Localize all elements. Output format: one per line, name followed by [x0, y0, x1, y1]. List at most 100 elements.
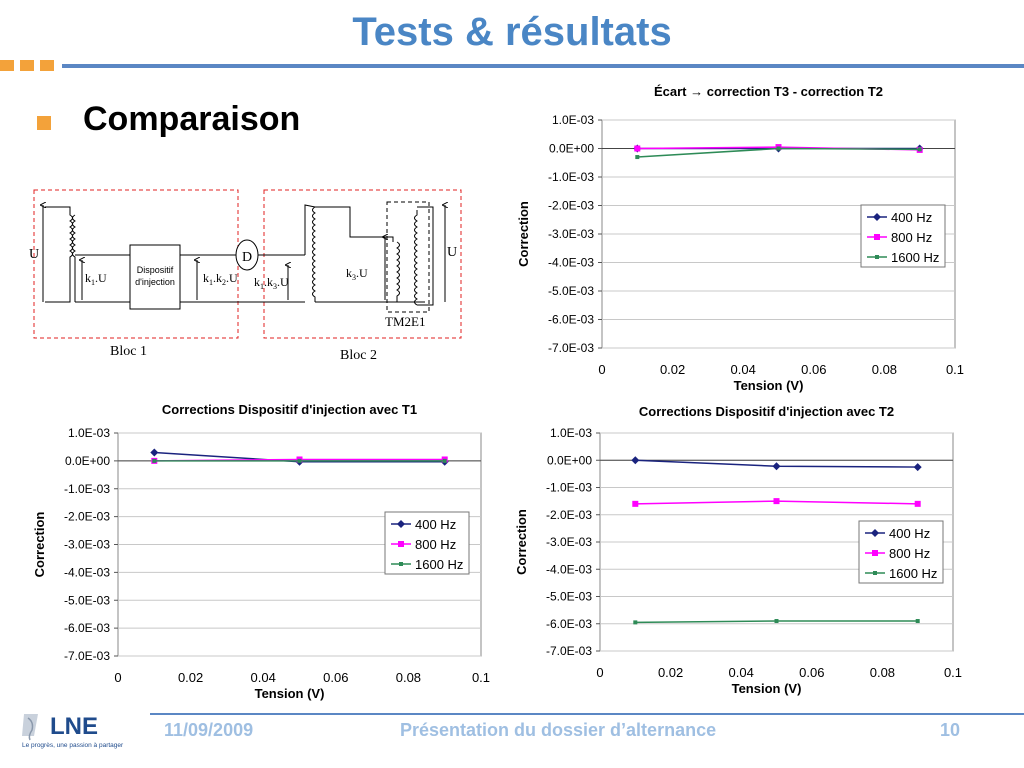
y-tick-label: -7.0E-03 — [64, 649, 110, 663]
x-tick-label: 0.1 — [946, 362, 964, 377]
legend-marker — [875, 255, 879, 259]
y-tick-label: -4.0E-03 — [64, 565, 110, 579]
y-tick-label: -2.0E-03 — [546, 508, 592, 522]
data-point — [776, 146, 781, 151]
page-number: 10 — [940, 720, 961, 740]
y-tick-label: -2.0E-03 — [64, 510, 110, 524]
data-point — [631, 456, 640, 465]
x-axis-label: Tension (V) — [732, 681, 802, 696]
footer-rule — [150, 713, 1024, 715]
y-tick-label: -6.0E-03 — [548, 313, 594, 327]
chart-t2: Corrections Dispositif d'injection avec … — [514, 404, 962, 696]
y-axis-label: Correction — [516, 201, 531, 267]
chart-t1: Corrections Dispositif d'injection avec … — [32, 402, 490, 701]
legend-marker — [397, 520, 405, 528]
logo-text: LNE — [50, 713, 98, 740]
y-tick-label: 0.0E+00 — [547, 453, 592, 467]
y-tick-label: -1.0E-03 — [546, 481, 592, 495]
chart-title: Corrections Dispositif d'injection avec … — [639, 404, 894, 419]
legend-marker — [871, 529, 879, 537]
bloc1-border — [33, 189, 239, 339]
bloc2-coil-left — [304, 204, 317, 302]
bloc2-wire-top — [315, 206, 394, 242]
x-tick-label: 0.08 — [396, 670, 421, 685]
y-tick-label: 0.0E+00 — [549, 142, 594, 156]
legend-label: 400 Hz — [889, 526, 930, 541]
k1u-label: k1.U — [85, 271, 107, 287]
y-tick-label: 1.0E-03 — [550, 426, 592, 440]
x-tick-label: 0.02 — [658, 665, 683, 680]
tm2e1-coil-a — [396, 241, 400, 302]
y-tick-label: -6.0E-03 — [546, 617, 592, 631]
x-tick-label: 0.02 — [178, 670, 203, 685]
x-tick-label: 0.06 — [801, 362, 826, 377]
y-tick-label: -1.0E-03 — [548, 170, 594, 184]
y-axis-label: Correction — [32, 512, 47, 578]
y-tick-label: 0.0E+00 — [65, 454, 110, 468]
legend-label: 800 Hz — [415, 537, 456, 552]
legend-marker — [399, 562, 403, 566]
bloc2-border — [263, 189, 462, 339]
circuit-diagram: U k1.U Dispositif d'injection k1.k2.U D … — [29, 189, 462, 363]
bullet-text: Comparaison — [83, 100, 301, 138]
x-tick-label: 0.06 — [323, 670, 348, 685]
legend-label: 400 Hz — [891, 210, 932, 225]
accent-square — [20, 60, 34, 71]
x-tick-label: 0.04 — [251, 670, 276, 685]
x-tick-label: 0.1 — [944, 665, 962, 680]
legend-label: 1600 Hz — [889, 566, 937, 581]
data-point — [774, 619, 779, 624]
footer-date: 11/09/2009 — [164, 720, 254, 740]
d-label: D — [242, 250, 252, 265]
y-tick-label: -3.0E-03 — [548, 227, 594, 241]
y-tick-label: -3.0E-03 — [64, 538, 110, 552]
k3u-label: k3.U — [346, 266, 368, 282]
x-tick-label: 0 — [598, 362, 605, 377]
chart-title: Corrections Dispositif d'injection avec … — [162, 402, 417, 417]
data-point — [913, 463, 922, 472]
title-rule — [62, 64, 1024, 68]
y-tick-label: -2.0E-03 — [548, 199, 594, 213]
data-point — [633, 620, 638, 625]
y-tick-label: 1.0E-03 — [68, 426, 110, 440]
data-point — [632, 500, 639, 507]
legend-marker — [873, 213, 881, 221]
y-tick-label: -3.0E-03 — [546, 535, 592, 549]
y-tick-label: -5.0E-03 — [64, 593, 110, 607]
legend-marker — [872, 550, 878, 556]
x-axis-label: Tension (V) — [734, 378, 804, 393]
legend-marker — [873, 571, 877, 575]
data-point — [442, 458, 447, 463]
u-left-label: U — [29, 247, 39, 262]
slide-title: Tests & résultats — [352, 10, 672, 54]
bloc1-coil-primary — [45, 206, 73, 303]
x-tick-label: 0.02 — [660, 362, 685, 377]
legend-label: 800 Hz — [889, 546, 930, 561]
k1k3u-label: k1.k3.U — [254, 275, 289, 291]
bloc1-label: Bloc 1 — [110, 344, 147, 359]
data-point — [635, 155, 640, 160]
y-axis-label: Correction — [514, 509, 529, 575]
y-tick-label: -7.0E-03 — [546, 644, 592, 658]
chart-title: Écart → correction T3 - correction T2 — [654, 84, 883, 99]
bloc1-coil-secondary — [72, 214, 76, 302]
data-point — [915, 619, 920, 624]
chart-ecart: Écart → correction T3 - correction T2 1.0… — [516, 84, 964, 393]
tm2e1-coil-b — [414, 210, 418, 306]
bloc2-label: Bloc 2 — [340, 348, 377, 363]
legend-label: 800 Hz — [891, 230, 932, 245]
y-tick-label: -1.0E-03 — [64, 482, 110, 496]
y-tick-label: -5.0E-03 — [548, 284, 594, 298]
legend-marker — [874, 234, 880, 240]
data-point — [634, 145, 641, 152]
x-tick-label: 0.08 — [870, 665, 895, 680]
u-right-label: U — [447, 245, 457, 260]
legend-marker — [398, 541, 404, 547]
k1k2u-label: k1.k2.U — [203, 271, 238, 287]
device-label-2: d'injection — [135, 277, 175, 287]
x-tick-label: 0 — [596, 665, 603, 680]
x-axis-label: Tension (V) — [255, 686, 325, 701]
data-point — [297, 458, 302, 463]
data-point — [772, 462, 781, 471]
y-tick-label: -7.0E-03 — [548, 341, 594, 355]
